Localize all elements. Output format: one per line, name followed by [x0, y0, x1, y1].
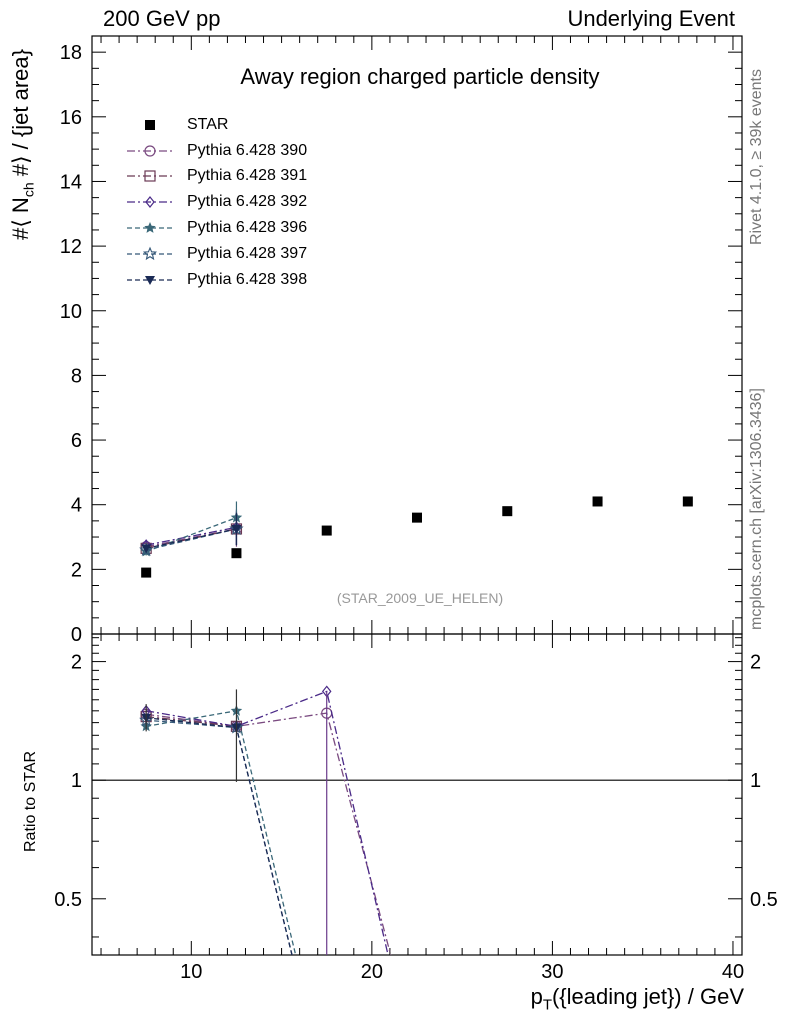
y-tick-label: 12 [60, 236, 82, 258]
y-tick-label: 16 [60, 107, 82, 129]
legend-entry: Pythia 6.428 392 [125, 189, 307, 215]
ratio-panel-frame [91, 633, 743, 956]
y-tick-label: 6 [71, 430, 82, 452]
ratio-line [146, 719, 293, 955]
legend-label: Pythia 6.428 391 [187, 167, 308, 185]
series-line [146, 528, 237, 551]
x-tick-label: 10 [180, 961, 202, 983]
legend-symbol [127, 145, 173, 157]
legend-label: Pythia 6.428 397 [187, 244, 308, 262]
legend-entry: Pythia 6.428 398 [125, 267, 307, 293]
ratio-line [146, 717, 293, 955]
legend-marker [142, 246, 158, 260]
data-point [321, 525, 332, 536]
legend-marker [145, 196, 155, 209]
ratio-y-axis-label: Ratio to STAR [22, 750, 39, 852]
legend-label: Pythia 6.428 398 [187, 270, 308, 288]
header-left-label: 200 GeV pp [103, 6, 221, 31]
chart-title: Away region charged particle density [240, 64, 600, 89]
legend-marker [145, 275, 155, 285]
ratio-line [146, 712, 392, 955]
legend-symbol [127, 275, 173, 285]
data-point [502, 506, 513, 517]
legend-marker [144, 170, 156, 183]
series-line [146, 528, 237, 548]
y-tick-label: 0 [71, 624, 82, 646]
legend: STAR Pythia 6.428 390 Pythia 6.428 391 Pyth… [125, 112, 307, 293]
legend-symbol [127, 222, 173, 233]
y-tick-label: 4 [71, 495, 82, 517]
y-tick-label: 18 [60, 42, 82, 64]
y-tick-label: 14 [60, 171, 82, 193]
analysis-watermark: (STAR_2009_UE_HELEN) [336, 590, 504, 606]
ratio-line [146, 710, 297, 955]
legend-entry: Pythia 6.428 391 [125, 164, 307, 190]
legend-label: Pythia 6.428 390 [187, 141, 308, 159]
legend-symbol [145, 119, 155, 130]
legend-marker [145, 119, 155, 130]
ratio-y-tick-label: 1 [71, 770, 82, 792]
y-axis-label: #⟨ Nch #⟩ / {jet area} [8, 49, 37, 240]
legend-entry: Pythia 6.428 390 [125, 138, 307, 164]
legend-marker [144, 145, 156, 157]
ratio-line [146, 715, 237, 727]
mc-point [141, 544, 152, 554]
ratio-line [146, 690, 389, 955]
legend-entry: Pythia 6.428 396 [125, 215, 307, 241]
x-tick-label: 30 [541, 961, 563, 983]
legend-symbol [127, 170, 173, 183]
ratio-plot-area [139, 685, 392, 955]
y-tick-label: 10 [60, 301, 82, 323]
legend-symbol [127, 196, 173, 209]
legend-symbol [127, 246, 173, 260]
y-tick-label: 8 [71, 365, 82, 387]
data-point [141, 567, 152, 578]
ratio-y-tick-label: 1 [750, 770, 761, 792]
legend-label: Pythia 6.428 392 [187, 193, 308, 211]
legend-label: Pythia 6.428 396 [187, 219, 308, 237]
ratio-y-tick-label: 2 [750, 652, 761, 674]
x-tick-label: 40 [722, 961, 744, 983]
ratio-y-tick-label: 0.5 [750, 889, 778, 911]
ratio-y-tick-label: 0.5 [54, 889, 82, 911]
series-line [145, 517, 237, 553]
series-line [146, 528, 237, 549]
mcplots-reference-label: mcplots.cern.ch [arXiv:1306.3436] [748, 388, 765, 630]
y-tick-label: 2 [71, 559, 82, 581]
header-right-label: Underlying Event [567, 6, 735, 31]
mc-point [231, 524, 242, 534]
series-line [146, 526, 237, 546]
x-axis-label: pT({leading jet}) / GeV [530, 984, 744, 1014]
rivet-version-label: Rivet 4.1.0, ≥ 39k events [748, 69, 765, 245]
legend-entry: Pythia 6.428 397 [125, 241, 307, 267]
x-tick-label: 20 [361, 961, 383, 983]
data-point [592, 496, 603, 507]
data-point [682, 496, 693, 507]
ratio-y-tick-label: 2 [71, 652, 82, 674]
legend-entry: STAR [125, 112, 307, 138]
legend-marker [144, 222, 156, 233]
series-line [146, 528, 237, 549]
main-plot-area [139, 496, 693, 578]
data-point [231, 548, 242, 559]
legend-label: STAR [187, 115, 229, 133]
data-point [412, 512, 422, 523]
